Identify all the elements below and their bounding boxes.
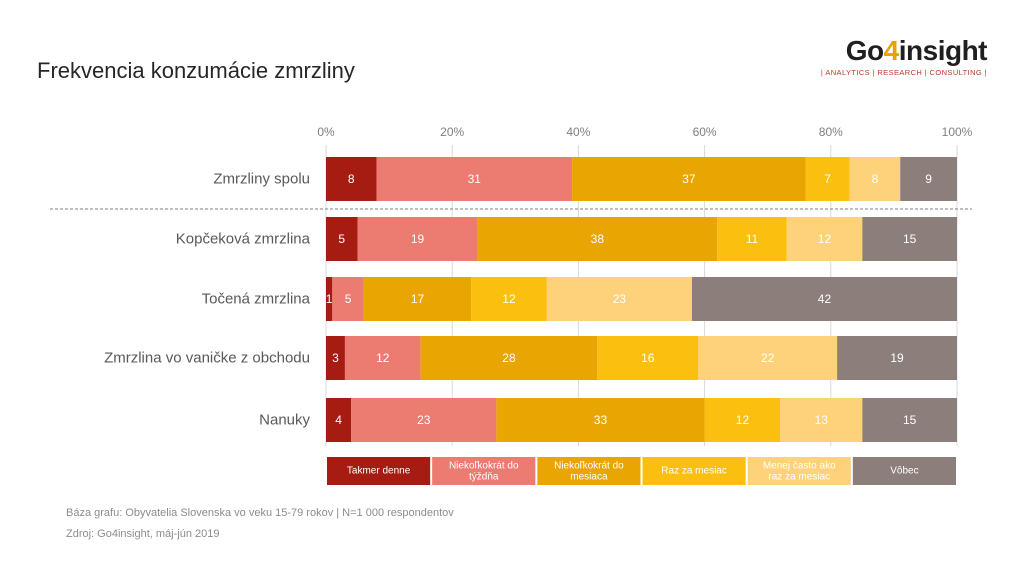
legend-swatch [432, 457, 536, 485]
footnote-base: Báza grafu: Obyvatelia Slovenska vo veku… [66, 507, 454, 519]
bar-segment [704, 398, 781, 442]
chart-title: Frekvencia konzumácie zmrzliny [37, 58, 355, 83]
bar-value-label: 12 [818, 232, 832, 246]
bar-segment [420, 336, 598, 380]
legend-label: Menej často ako raz za mesiac [763, 460, 836, 482]
bar-segment [849, 157, 901, 201]
bar-segment [496, 398, 705, 442]
bar-value-label: 5 [338, 232, 345, 246]
legend-label: Niekoľkokrát do mesiaca [554, 460, 624, 482]
bar-value-label: 7 [824, 172, 831, 186]
bar-segment [326, 217, 358, 261]
bar-value-label: 15 [903, 413, 917, 427]
bar-value-label: 1 [326, 292, 333, 306]
bar-segment [357, 217, 478, 261]
x-tick-label: 0% [317, 125, 335, 139]
legend-swatch [747, 457, 851, 485]
x-tick-label: 100% [942, 125, 973, 139]
legend-label: Takmer denne [347, 466, 411, 477]
bar-value-label: 42 [818, 292, 832, 306]
bar-value-label: 16 [641, 351, 655, 365]
legend-swatch [642, 457, 746, 485]
footnote-source: Zdroj: Go4insight, máj-jún 2019 [66, 528, 220, 540]
logo-wordmark: Go4insight [845, 35, 988, 66]
bar-segment [698, 336, 838, 380]
bar-value-label: 28 [502, 351, 516, 365]
bar-segment [477, 217, 718, 261]
bar-segment [786, 217, 863, 261]
bar-value-label: 19 [890, 351, 904, 365]
bar-segment [344, 336, 421, 380]
bar-segment [805, 157, 850, 201]
bar-value-label: 12 [736, 413, 750, 427]
category-label: Točená zmrzlina [202, 291, 311, 308]
bar-segment [332, 277, 364, 321]
legend-swatch [852, 457, 956, 485]
bar-segment [351, 398, 497, 442]
x-tick-label: 40% [566, 125, 590, 139]
bar-value-label: 15 [903, 232, 917, 246]
bar-segment [471, 277, 547, 321]
x-tick-label: 80% [819, 125, 843, 139]
bar-segment [326, 157, 377, 201]
bar-segment [597, 336, 699, 380]
bar-segment [326, 336, 345, 380]
category-label: Zmrzlina vo vaničke z obchodu [104, 350, 310, 367]
bar-value-label: 23 [613, 292, 627, 306]
bar-value-label: 23 [417, 413, 431, 427]
legend-swatch [327, 457, 431, 485]
bar-value-label: 17 [411, 292, 425, 306]
category-label: Zmrzliny spolu [213, 171, 310, 188]
bar-segment [837, 336, 957, 380]
bar-value-label: 33 [594, 413, 608, 427]
bar-value-label: 9 [925, 172, 932, 186]
bar-value-label: 31 [468, 172, 482, 186]
bar-value-label: 12 [502, 292, 516, 306]
x-tick-label: 60% [693, 125, 717, 139]
bar-value-label: 22 [761, 351, 775, 365]
bar-segment [900, 157, 957, 201]
x-tick-label: 20% [440, 125, 464, 139]
bar-value-label: 11 [746, 232, 759, 246]
bar-value-label: 13 [815, 413, 829, 427]
bar-value-label: 19 [411, 232, 425, 246]
bar-segment [326, 398, 352, 442]
bar-value-label: 8 [348, 172, 355, 186]
bar-segment [862, 398, 957, 442]
legend-swatch [537, 457, 641, 485]
bar-segment [862, 217, 957, 261]
bar-segment [691, 277, 957, 321]
bar-segment [326, 277, 333, 321]
bar-segment [572, 157, 806, 201]
bar-segment [546, 277, 692, 321]
logo-tagline: | ANALYTICS | RESEARCH | CONSULTING | [820, 68, 987, 77]
bar-value-label: 5 [345, 292, 352, 306]
bar-value-label: 8 [872, 172, 879, 186]
bar-value-label: 12 [376, 351, 390, 365]
bar-segment [717, 217, 787, 261]
bar-value-label: 4 [335, 413, 342, 427]
legend-label: Vôbec [890, 466, 918, 477]
category-label: Nanuky [259, 412, 310, 429]
company-logo: Go4insight | ANALYTICS | RESEARCH | CONS… [821, 35, 988, 80]
bar-value-label: 38 [591, 232, 605, 246]
legend-label: Raz za mesiac [661, 466, 727, 477]
bar-segment [780, 398, 863, 442]
bar-value-label: 37 [682, 172, 696, 186]
bar-segment [376, 157, 573, 201]
category-label: Kopčeková zmrzlina [176, 231, 311, 248]
bar-value-label: 3 [332, 351, 339, 365]
legend-label: Niekoľkokrát do týždňa [449, 460, 519, 482]
bar-segment [363, 277, 472, 321]
